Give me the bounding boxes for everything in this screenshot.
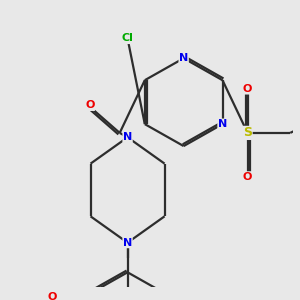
Text: N: N bbox=[123, 132, 132, 142]
Text: S: S bbox=[243, 126, 252, 140]
Text: O: O bbox=[243, 172, 252, 182]
Text: O: O bbox=[48, 292, 57, 300]
Text: O: O bbox=[85, 100, 94, 110]
Text: N: N bbox=[218, 119, 227, 129]
Text: N: N bbox=[123, 238, 132, 248]
Text: O: O bbox=[243, 84, 252, 94]
Text: N: N bbox=[179, 53, 188, 63]
Text: Cl: Cl bbox=[122, 34, 134, 44]
